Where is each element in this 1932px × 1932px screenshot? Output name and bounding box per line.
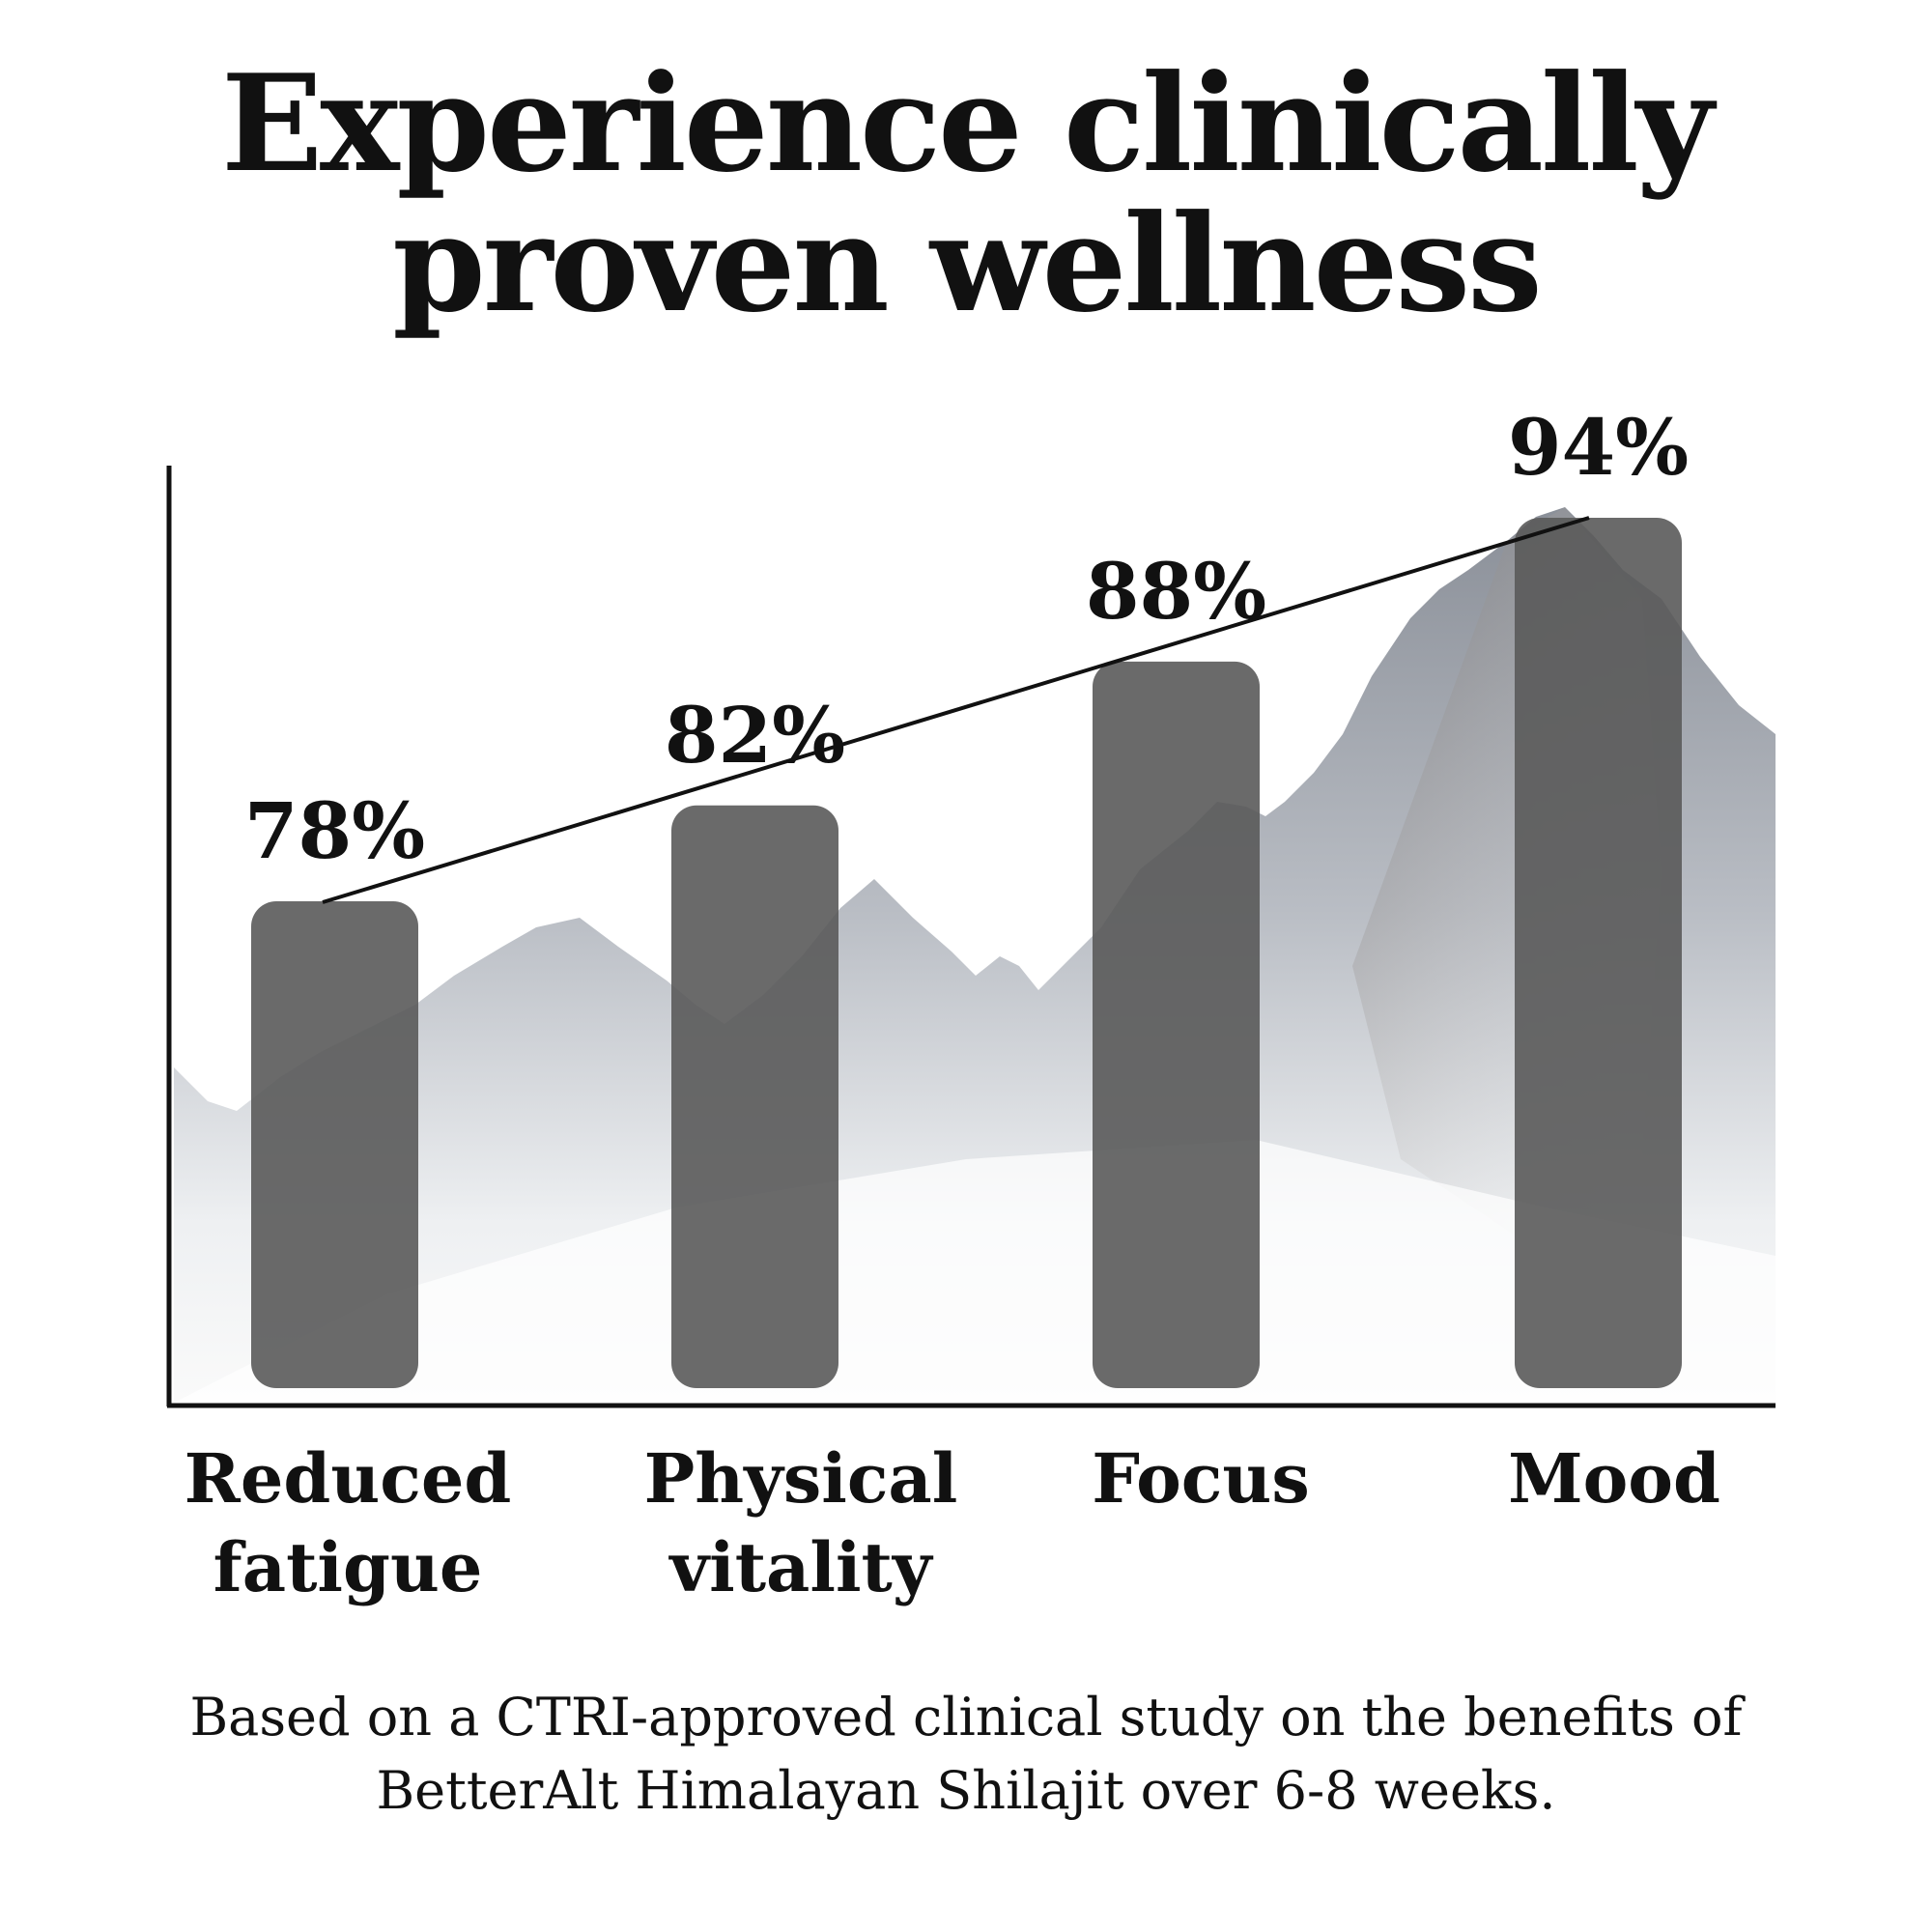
bar-2 [1093,661,1260,1388]
category-label: Focus [1092,1438,1309,1519]
category-label: Mood [1508,1438,1720,1519]
bar-0 [251,901,418,1388]
bar-3 [1515,518,1682,1388]
data-label: 94% [1508,402,1689,493]
chart-title: Experience clinically proven wellness [0,53,1932,333]
category-label: Physical [644,1438,958,1519]
footnote-line-2: BetterAlt Himalayan Shilajit over 6-8 we… [376,1760,1556,1821]
data-label: 88% [1086,546,1266,637]
data-label: 82% [665,690,845,781]
data-label: 78% [244,785,425,876]
footnote-line-1: Based on a CTRI-approved clinical study … [189,1687,1743,1747]
category-label: vitality [668,1527,933,1607]
title-line-1: Experience clinically [221,44,1714,202]
category-label: fatigue [213,1527,483,1607]
title-line-2: proven wellness [392,185,1543,342]
bar-1 [671,805,838,1388]
footnote: Based on a CTRI-approved clinical study … [0,1681,1932,1828]
trend-line [322,516,1590,904]
category-label: Reduced [185,1438,512,1519]
